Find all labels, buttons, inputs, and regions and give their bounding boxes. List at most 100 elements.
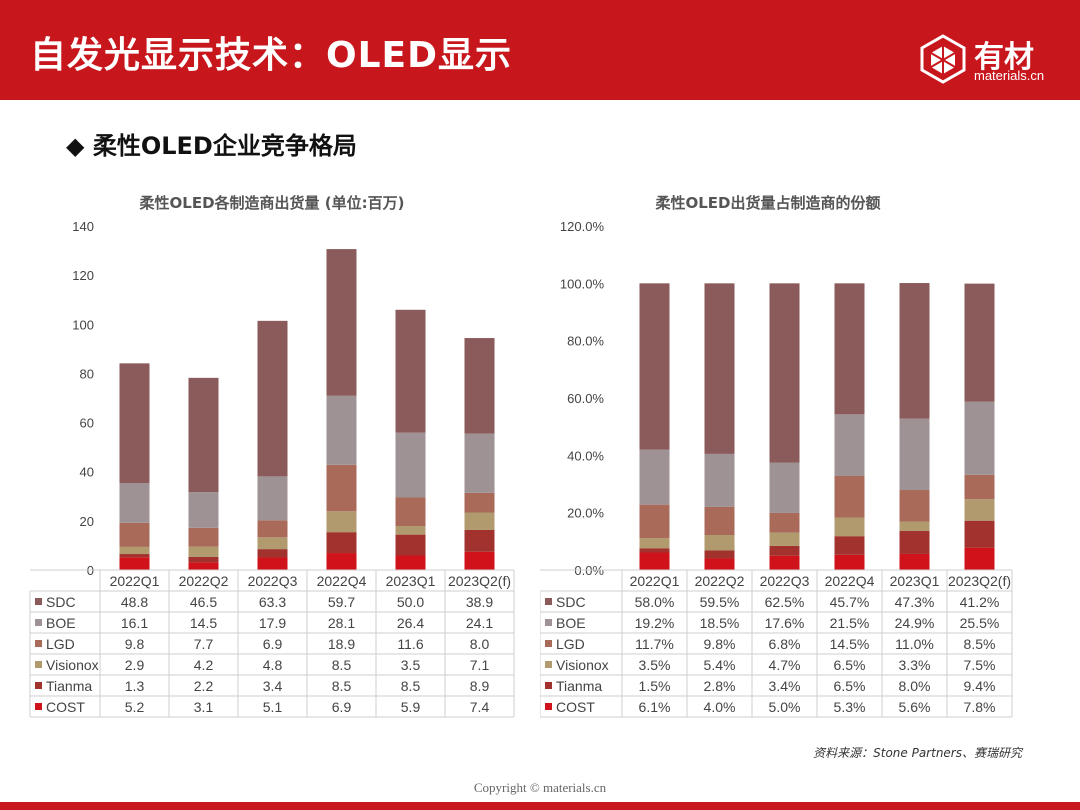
data-value-label: 4.8 xyxy=(263,657,283,673)
data-value-label: 26.4 xyxy=(397,615,424,631)
bar-segment xyxy=(395,555,426,570)
series-label: Visionox xyxy=(46,657,99,673)
data-value-label: 46.5 xyxy=(190,594,217,610)
bar-segment xyxy=(964,499,995,521)
data-value-label: 4.0% xyxy=(704,699,736,715)
legend-swatch xyxy=(35,661,42,668)
bar-segment xyxy=(464,338,495,434)
bar-segment xyxy=(464,512,495,530)
bar-segment xyxy=(395,534,426,556)
y-tick-label: 100 xyxy=(72,317,94,332)
logo-sub: materials.cn xyxy=(974,68,1045,83)
x-category-label: 2022Q4 xyxy=(825,573,875,589)
data-value-label: 2.9 xyxy=(125,657,145,673)
data-value-label: 18.9 xyxy=(328,636,355,652)
bar-segment xyxy=(257,520,288,538)
bar-segment xyxy=(326,249,357,396)
data-value-label: 6.9 xyxy=(332,699,352,715)
data-value-label: 3.4 xyxy=(263,678,283,694)
bar-segment xyxy=(464,529,495,552)
data-value-label: 7.4 xyxy=(470,699,490,715)
legend-swatch xyxy=(545,640,552,647)
data-value-label: 8.0 xyxy=(470,636,490,652)
data-value-label: 17.9 xyxy=(259,615,286,631)
data-value-label: 5.9 xyxy=(401,699,421,715)
data-value-label: 14.5 xyxy=(190,615,217,631)
bar-segment xyxy=(119,557,150,570)
bar-segment xyxy=(704,283,735,454)
data-value-label: 25.5% xyxy=(960,615,1000,631)
series-label: Visionox xyxy=(556,657,609,673)
x-category-label: 2022Q3 xyxy=(248,573,298,589)
bar-segment xyxy=(188,556,219,563)
x-category-label: 2022Q2 xyxy=(695,573,745,589)
y-tick-label: 100.0% xyxy=(560,276,605,291)
x-category-label: 2022Q2 xyxy=(179,573,229,589)
legend-swatch xyxy=(35,640,42,647)
data-value-label: 3.5 xyxy=(401,657,421,673)
y-tick-label: 80.0% xyxy=(567,334,604,349)
bar-segment xyxy=(639,283,670,450)
data-value-label: 62.5% xyxy=(765,594,805,610)
legend-swatch xyxy=(35,619,42,626)
bar-segment xyxy=(257,320,288,477)
bar-segment xyxy=(188,492,219,528)
data-value-label: 8.9 xyxy=(470,678,490,694)
bar-segment xyxy=(188,377,219,493)
section-heading: ◆ 柔性OLED企业竞争格局 xyxy=(66,126,357,161)
x-category-label: 2022Q1 xyxy=(630,573,680,589)
bar-segment xyxy=(119,522,150,547)
bar-segment xyxy=(964,401,995,475)
data-value-label: 63.3 xyxy=(259,594,286,610)
chart-share: 0.0%20.0%40.0%60.0%80.0%100.0%120.0%2022… xyxy=(540,219,1013,718)
data-value-label: 2.8% xyxy=(704,678,736,694)
data-value-label: 6.9 xyxy=(263,636,283,652)
data-value-label: 24.1 xyxy=(466,615,493,631)
bar-segment xyxy=(188,546,219,557)
bar-segment xyxy=(119,554,150,558)
data-value-label: 4.2 xyxy=(194,657,214,673)
bar-segment xyxy=(119,483,150,523)
bar-segment xyxy=(834,517,865,537)
legend-swatch xyxy=(35,703,42,710)
data-value-label: 6.1% xyxy=(639,699,671,715)
bar-segment xyxy=(834,283,865,415)
bar-segment xyxy=(326,395,357,465)
data-value-label: 5.6% xyxy=(899,699,931,715)
data-value-label: 18.5% xyxy=(700,615,740,631)
copyright: Copyright © materials.cn xyxy=(473,780,607,795)
data-value-label: 11.0% xyxy=(895,636,934,652)
bar-segment xyxy=(704,558,735,570)
data-value-label: 9.8 xyxy=(125,636,145,652)
bar-segment xyxy=(188,527,219,547)
bar-segment xyxy=(257,549,288,558)
bar-segment xyxy=(257,537,288,550)
y-tick-label: 80 xyxy=(80,366,94,381)
bar-segment xyxy=(834,475,865,518)
bar-segment xyxy=(704,506,735,536)
data-value-label: 17.6% xyxy=(765,615,805,631)
data-value-label: 45.7% xyxy=(830,594,870,610)
x-category-label: 2023Q1 xyxy=(386,573,436,589)
data-value-label: 58.0% xyxy=(635,594,675,610)
bar-segment xyxy=(834,536,865,555)
header-bar: 自发光显示技术：OLED显示 有材 materials.cn xyxy=(0,0,1080,100)
legend-swatch xyxy=(545,682,552,689)
data-value-label: 1.5% xyxy=(639,678,671,694)
data-value-label: 7.7 xyxy=(194,636,214,652)
bar-segment xyxy=(769,532,800,546)
bar-segment xyxy=(326,464,357,512)
bar-segment xyxy=(899,553,930,570)
bar-segment xyxy=(464,551,495,570)
data-value-label: 48.8 xyxy=(121,594,148,610)
data-value-label: 38.9 xyxy=(466,594,493,610)
y-tick-label: 60 xyxy=(80,416,94,431)
x-category-label: 2022Q4 xyxy=(317,573,367,589)
bar-segment xyxy=(395,309,426,433)
series-label: COST xyxy=(46,699,85,715)
data-value-label: 8.5 xyxy=(401,678,421,694)
data-value-label: 8.0% xyxy=(899,678,931,694)
legend-swatch xyxy=(545,703,552,710)
data-value-label: 11.7% xyxy=(635,636,674,652)
bar-segment xyxy=(464,433,495,493)
